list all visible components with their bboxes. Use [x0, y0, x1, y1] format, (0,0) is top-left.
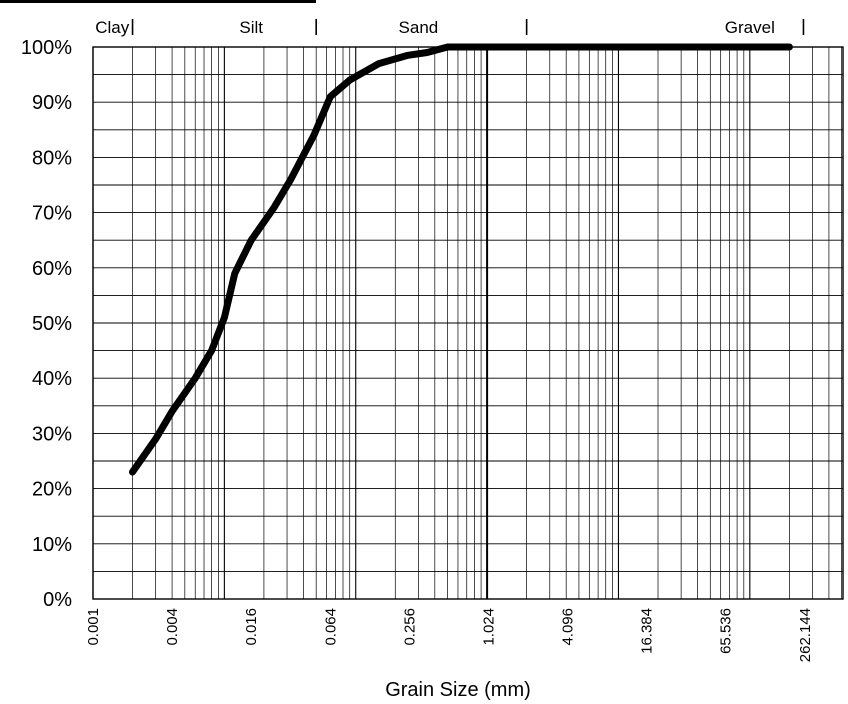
x-tick-label: 4.096 [560, 608, 577, 646]
y-tick-label: 30% [32, 423, 72, 445]
soil-class-label: Gravel [725, 18, 775, 37]
y-tick-label: 70% [32, 203, 72, 225]
soil-class-label: Silt [239, 18, 263, 37]
series-layer [129, 43, 793, 476]
x-tick-label: 0.064 [322, 608, 339, 646]
y-tick-label: 20% [32, 479, 72, 501]
y-tick-label: 90% [32, 92, 72, 114]
soil-class-labels: Clay Silt Sand Gravel [0, 0, 805, 37]
y-tick-label: 40% [32, 368, 72, 390]
x-tick-label: 0.001 [85, 608, 102, 646]
x-tick-label: 262.144 [797, 608, 814, 662]
y-tick-label: 100% [21, 37, 72, 59]
x-tick-label: 16.384 [639, 608, 656, 654]
grid [92, 46, 844, 600]
y-tick-label: 50% [32, 313, 72, 335]
soil-class-label: Sand [399, 18, 439, 37]
series-line [129, 43, 793, 476]
x-tick-label: 0.004 [164, 608, 181, 646]
y-tick-labels: 0% 10% 20% 30% 40% 50% 60% 70% 80% 90% 100% [21, 37, 72, 611]
x-tick-label: 0.256 [401, 608, 418, 646]
x-tick-label: 1.024 [480, 608, 497, 646]
x-tick-labels: 0.001 0.004 0.016 0.064 0.256 1.024 4.096 16.38… [85, 608, 814, 662]
y-tick-label: 10% [32, 534, 72, 556]
soil-class-label: Clay [95, 18, 130, 37]
x-tick-label: 0.016 [243, 608, 260, 646]
y-tick-label: 0% [43, 589, 72, 611]
x-axis-label: Grain Size (mm) [385, 679, 531, 701]
y-tick-label: 80% [32, 147, 72, 169]
x-tick-label: 65.536 [718, 608, 735, 654]
y-tick-label: 60% [32, 258, 72, 280]
